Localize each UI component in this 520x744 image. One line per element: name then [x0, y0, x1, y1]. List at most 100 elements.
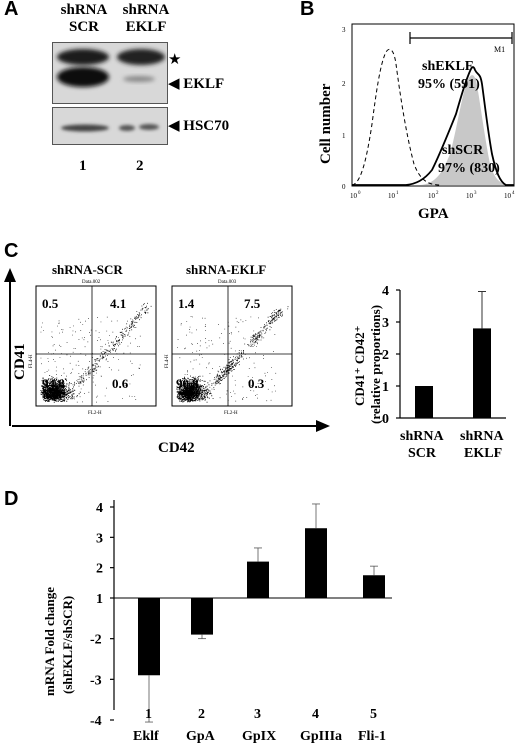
bard-category-label-0: Eklf: [133, 729, 159, 744]
panel-a-letter: A: [4, 0, 19, 20]
panel-d-letter: D: [4, 488, 19, 510]
bard-ytick-label-3: 1: [96, 592, 103, 607]
bard-ylabel-line1: mRNA Fold change: [42, 587, 57, 696]
dotplot-scr: Data.002 0.5 4.1 94.8 0.6 FL4-H FL2-H: [29, 280, 157, 416]
xtick-4-base: 10: [504, 192, 512, 200]
lane-header-eklf-line2: EKLF: [125, 19, 167, 35]
plot1-data-tag: Data.002: [82, 280, 101, 285]
plot2-data-tag: Data.003: [218, 280, 237, 285]
dotplot-eklf: Data.003 1.4 7.5 90.8 0.3 FL4-H FL2-H: [165, 280, 293, 416]
cd42-arrowhead-icon: [316, 420, 330, 432]
histogram-shscr-fill: [352, 75, 514, 185]
lane-number-2: 2: [136, 158, 144, 174]
barc-bar-1: [473, 328, 491, 418]
barc-y-ticks: 0 1 2 3 4: [382, 284, 400, 427]
xtick-3-exp: 3: [474, 191, 477, 196]
band-lane2-upper: [117, 49, 165, 65]
xtick-0-base: 10: [350, 192, 358, 200]
barc-ytick-label-0: 0: [382, 412, 389, 427]
lane-header-eklf-line1: shRNA: [122, 2, 170, 18]
lane-header-scr: shRNA SCR: [52, 2, 116, 36]
plot1-title: shRNA-SCR: [52, 262, 123, 277]
flow-dotplots: shRNA-SCR shRNA-EKLF Data.002 0.5 4.1 94…: [4, 262, 330, 456]
band-hsc70-lane2b: [139, 124, 159, 130]
panel-b-letter: B: [300, 0, 315, 20]
dotplot-scr-events: [40, 302, 152, 403]
panel-c-letter: C: [4, 240, 19, 262]
band-hsc70-lane1: [61, 124, 109, 132]
bard-category-number-4: 5: [370, 707, 377, 722]
bard-bar-3: [305, 528, 327, 598]
lane-header-scr-line2: SCR: [68, 19, 99, 35]
lane-header-eklf: shRNA EKLF: [114, 2, 178, 36]
hsc70-blot: [52, 107, 168, 145]
bard-category-number-0: 1: [145, 707, 152, 722]
xtick-2-base: 10: [428, 192, 436, 200]
xtick-3-base: 10: [466, 192, 474, 200]
annot-sheklf-value: 95% (591): [418, 77, 480, 92]
plot2-fl4-label: FL4-H: [165, 354, 170, 368]
bard-category-number-3: 4: [312, 707, 319, 722]
bard-category-label-2: GpIX: [242, 729, 276, 744]
gate-m1-label: M1: [494, 45, 505, 54]
star-marker: ★: [168, 52, 182, 68]
xtick-4-exp: 4: [512, 191, 515, 196]
bard-ytick-label-0: 4: [96, 501, 103, 516]
eklf-arrow-label: ◀ EKLF: [168, 74, 224, 93]
bard-category-label-3: GpIIIa: [300, 729, 342, 744]
plot1-fl2-label: FL2-H: [88, 411, 102, 416]
ytick-0: 0: [342, 183, 346, 191]
barc-bar-0: [415, 386, 433, 418]
bard-bar-1: [191, 598, 213, 635]
eklf-blot-bands: [57, 49, 165, 87]
bard-categories: 1 Eklf 2 GpA 3 GpIX 4 GpIIIa 5 Fli-1: [133, 707, 386, 744]
histogram-xlabel: GPA: [418, 206, 449, 222]
bard-ylabel-line2: (shEKLF/shSCR): [60, 596, 75, 694]
gpa-histogram: M1 0 1 2 3 10 0 10 1 10 2 10 3 10 4 shEK…: [318, 23, 515, 222]
histogram-frame: [351, 23, 515, 187]
hsc70-blot-bands: [61, 124, 159, 132]
ytick-2: 2: [342, 80, 346, 88]
bard-bars: [138, 503, 385, 723]
xtick-1-base: 10: [388, 192, 396, 200]
barc-ytick-label-3: 3: [382, 316, 389, 331]
plot2-quad-ur: 7.5: [244, 296, 261, 311]
plot1-quad-ul: 0.5: [42, 296, 59, 311]
band-lane2-eklf: [123, 76, 155, 82]
dots2-dots: [176, 306, 289, 403]
cd42-label: CD42: [158, 440, 195, 456]
ytick-1: 1: [342, 132, 346, 140]
dots1-dots: [40, 302, 152, 403]
bard-ytick-label-4: -2: [90, 633, 102, 648]
annot-sheklf-name: shEKLF: [422, 59, 473, 74]
bard-category-label-4: Fli-1: [358, 729, 386, 744]
barc-ytick-label-1: 1: [382, 380, 389, 395]
barc-ytick-label-2: 2: [382, 348, 389, 363]
bard-category-number-2: 3: [254, 707, 261, 722]
lane-number-1: 1: [79, 158, 87, 174]
barc-ylabel-line1: CD41⁺ CD42⁺: [352, 325, 367, 406]
barc-cat2-line1: shRNA: [460, 429, 504, 444]
plot2-quad-ul: 1.4: [178, 296, 195, 311]
bard-y-ticks: 4 3 2 1 -2 -3 -4: [90, 501, 392, 729]
band-lane1-eklf: [57, 67, 109, 87]
plot2-quad-ll: 90.8: [176, 376, 199, 391]
hsc70-arrow-label: ◀ HSC70: [168, 116, 229, 135]
xtick-0-exp: 0: [358, 191, 361, 196]
hsc70-label: HSC70: [183, 118, 230, 134]
bard-ytick-label-1: 3: [96, 531, 103, 546]
cd41-label: CD41: [12, 343, 28, 380]
lane-header-scr-line1: shRNA: [60, 2, 108, 18]
arrow-icon: ◀: [168, 76, 180, 92]
eklf-blot: [52, 42, 168, 104]
bard-bar-4: [363, 575, 385, 598]
bard-category-number-1: 2: [198, 707, 205, 722]
plot1-quad-lr: 0.6: [112, 376, 129, 391]
plot1-quad-ur: 4.1: [110, 296, 126, 311]
barc-cat2-line2: EKLF: [464, 446, 502, 461]
xtick-1-exp: 1: [396, 191, 399, 196]
annot-shscr-value: 97% (830): [438, 161, 500, 176]
bard-bar-0: [138, 598, 160, 676]
barc-bars: [415, 291, 491, 418]
eklf-label: EKLF: [183, 76, 225, 92]
